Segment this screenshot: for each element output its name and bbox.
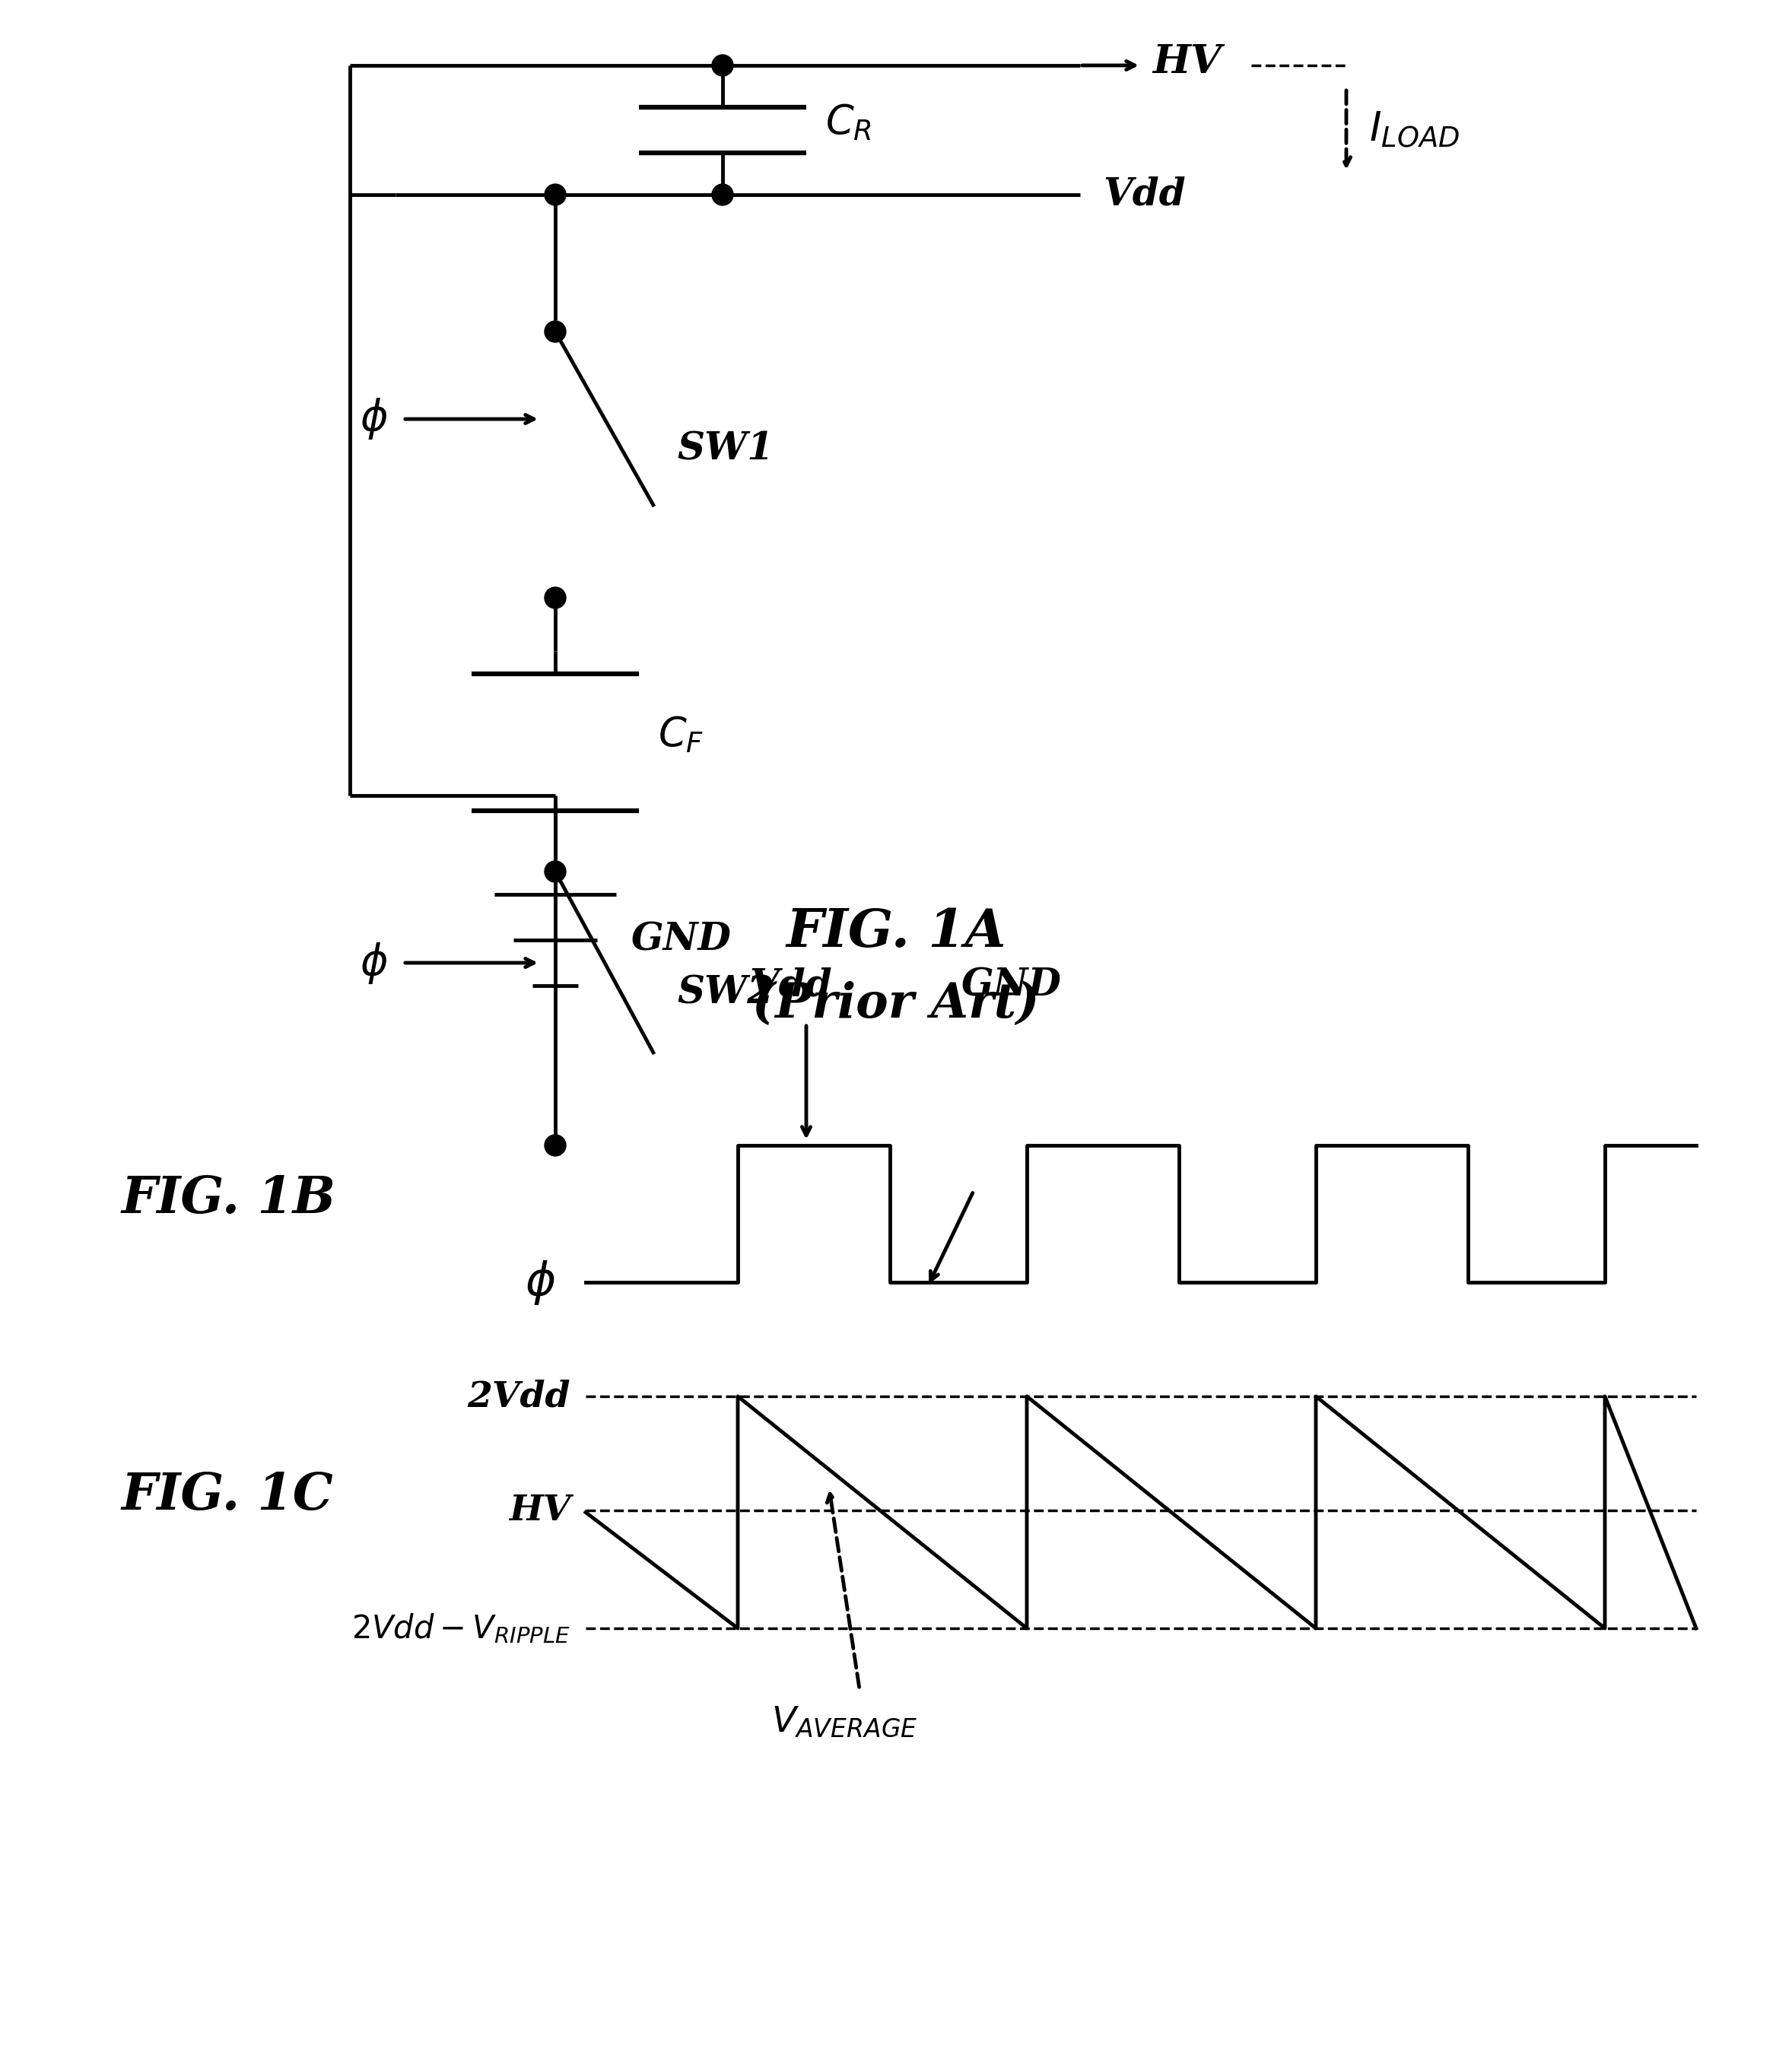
Circle shape [545,321,566,342]
Text: HV: HV [509,1492,570,1527]
Text: $2Vdd - V_{RIPPLE}$: $2Vdd - V_{RIPPLE}$ [351,1611,570,1644]
Text: 2Vdd: 2Vdd [468,1379,570,1414]
Circle shape [545,860,566,883]
Circle shape [711,56,733,76]
Circle shape [711,183,733,206]
Circle shape [545,183,566,206]
Text: Vdd: Vdd [1102,177,1186,214]
Text: SW1: SW1 [677,430,774,467]
Text: FIG. 1A: FIG. 1A [787,908,1005,959]
Text: SW2: SW2 [677,975,774,1013]
Text: FIG. 1C: FIG. 1C [122,1471,333,1521]
Text: $C_R$: $C_R$ [826,103,871,142]
Text: GND: GND [962,967,1063,1004]
Text: $\phi$: $\phi$ [360,397,387,442]
Text: (Prior Art): (Prior Art) [753,982,1039,1029]
Circle shape [545,587,566,609]
Text: $V_{AVERAGE}$: $V_{AVERAGE}$ [771,1704,918,1739]
Text: $C_F$: $C_F$ [658,714,704,755]
Text: Vdd: Vdd [749,967,833,1004]
Text: HV: HV [1152,43,1222,80]
Circle shape [545,1134,566,1157]
Text: $\phi$: $\phi$ [360,941,387,986]
Text: $I_{LOAD}$: $I_{LOAD}$ [1369,111,1460,150]
Text: $\phi$: $\phi$ [525,1257,556,1307]
Text: FIG. 1B: FIG. 1B [122,1173,337,1222]
Text: GND: GND [631,922,731,959]
